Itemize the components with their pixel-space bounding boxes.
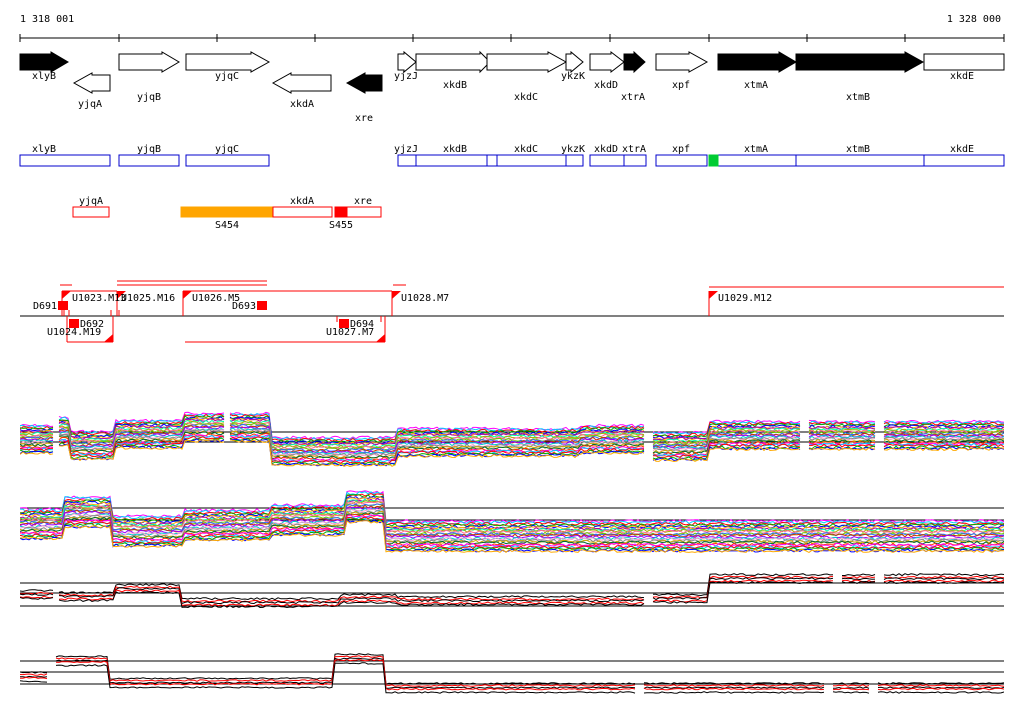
blue-box-label-xpf: xpf [672,144,690,155]
red-box-S454[interactable]: xkdA S454 [180,196,333,231]
gene-label-xtmB: xtmB [846,92,870,103]
segment-label-U1024[interactable]: U1024.M19 [47,327,101,338]
gene-yjqB[interactable]: yjqB [118,51,180,103]
gene-xlyB[interactable]: xlyB [19,51,69,82]
blue-box-label-xkdC: xkdC [514,144,538,155]
blue-box-label-yjqB: yjqB [137,144,161,155]
red-box-sublabel-S455: S455 [329,220,353,231]
blue-box-label-yjqC: yjqC [215,144,239,155]
blue-box-xlyB[interactable]: xlyB [19,144,111,167]
gene-xkdD[interactable]: xkdD [589,50,625,91]
blue-box-label-xkdD: xkdD [594,144,618,155]
blue-box-xpf[interactable]: xpf [655,144,708,167]
gene-label-xkdE: xkdE [950,71,974,82]
gene-label-xre: xre [355,113,373,124]
gene-label-xlyB: xlyB [32,71,56,82]
end-coordinate: 1 328 000 [947,14,1001,25]
gene-label-yjqB: yjqB [137,92,161,103]
segment-label-U1027[interactable]: U1027.M7 [326,327,374,338]
gene-track: xlyB yjqA yjqB yjqC xkdA xre yjzJ xkdB [19,50,1005,124]
gene-label-yjqC: yjqC [215,71,239,82]
gene-ykzK[interactable]: ykzK [561,50,585,82]
gene-xkdE[interactable]: xkdE [923,53,1005,82]
gene-xtmA[interactable]: xtmA [717,51,797,91]
segment-label-U1023[interactable]: U1023.M13 [72,293,126,304]
segment-label-U1026[interactable]: U1026.M5 [192,293,240,304]
red-box-label-xkdA: xkdA [290,196,314,207]
segment-label-U1028[interactable]: U1028.M7 [401,293,449,304]
blue-box-label-ykzK: ykzK [561,144,585,155]
blue-box-label-xkdE: xkdE [950,144,974,155]
gene-label-xkdD: xkdD [594,80,618,91]
gene-xre[interactable]: xre [345,72,383,124]
gene-label-ykzK: ykzK [561,71,585,82]
segment-label-U1029[interactable]: U1029.M12 [718,293,772,304]
gene-label-xkdA: xkdA [290,99,314,110]
expression-panel-2 [20,490,1004,553]
gene-xtmB[interactable]: xtmB [795,51,925,103]
gene-label-yjzJ: yjzJ [394,71,418,82]
gene-xkdB[interactable]: xkdB [415,50,491,91]
segment-label-D693[interactable]: D693 [232,301,256,312]
gene-xtrA[interactable]: xtrA [621,50,646,103]
green-marker [708,154,719,167]
segment-label-D694[interactable]: D694 [350,319,374,330]
expression-panel-3 [20,573,1004,609]
blue-box-label-xtrA: xtrA [622,144,646,155]
expression-panel-1 [20,411,1004,468]
gene-xkdA[interactable]: xkdA [271,72,332,110]
red-box-S455[interactable]: xre S455 [329,196,382,231]
gene-yjqA[interactable]: yjqA [72,72,111,110]
red-box-track: yjqA xkdA S454 xre S455 [72,196,382,231]
expression-panel-4 [20,653,1004,694]
gene-label-xtmA: xtmA [744,80,768,91]
red-box-yjqA[interactable]: yjqA [72,196,110,218]
segment-label-U1025[interactable]: U1025.M16 [121,293,175,304]
blue-box-label-xtmB: xtmB [846,144,870,155]
gene-label-xkdC: xkdC [514,92,538,103]
gene-xpf[interactable]: xpf [655,51,709,91]
gene-label-yjqA: yjqA [78,99,102,110]
blue-box-yjqB[interactable]: yjqB [118,144,180,167]
gene-yjzJ[interactable]: yjzJ [394,50,418,82]
gene-label-xpf: xpf [672,80,690,91]
blue-box-label-xkdB: xkdB [443,144,467,155]
blue-box-xkdD-xtrA[interactable]: xkdD xtrA [589,144,647,167]
red-box-sublabel-S454: S454 [215,220,239,231]
gene-label-xkdB: xkdB [443,80,467,91]
gene-xkdC[interactable]: xkdC [486,51,568,103]
gene-yjqC[interactable]: yjqC [185,51,271,82]
red-box-label-yjqA: yjqA [79,196,103,207]
blue-box-label-xlyB: xlyB [32,144,56,155]
red-box-label-xre: xre [354,196,372,207]
start-coordinate: 1 318 001 [20,14,74,25]
blue-box-label-xtmA: xtmA [744,144,768,155]
blue-box-group-right[interactable]: yjzJ xkdB xkdC ykzK [394,144,585,167]
blue-box-xtm-xkdE[interactable]: xtmA xtmB xkdE [708,144,1005,167]
segment-label-D691[interactable]: D691 [33,301,57,312]
segment-track: U1023.M13 U1025.M16 U1026.M5 U1028.M7 U1… [20,280,1004,343]
segment-label-D692[interactable]: D692 [80,319,104,330]
ruler-ticks [19,34,1005,42]
blue-box-label-yjzJ: yjzJ [394,144,418,155]
blue-box-yjqC[interactable]: yjqC [185,144,270,167]
coordinate-ruler: 1 318 001 1 328 000 [19,14,1005,42]
blue-box-track: xlyB yjqB yjqC yjzJ xkdB xkdC ykzK xkdD … [19,144,1005,167]
gene-label-xtrA: xtrA [621,92,645,103]
